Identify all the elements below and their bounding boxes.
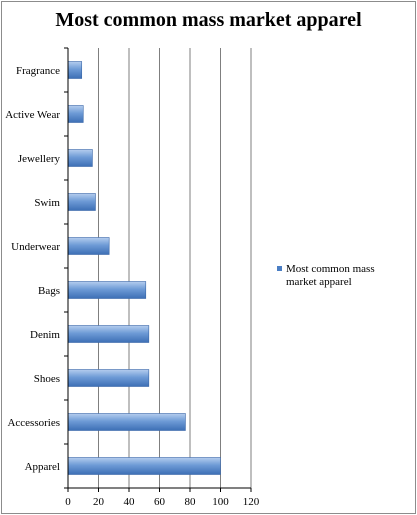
bar-accessories: [67, 413, 186, 431]
bars: [67, 61, 221, 475]
bar-denim: [67, 325, 150, 343]
bar-jewellery: [67, 149, 93, 167]
bar-swim: [67, 193, 96, 211]
bar-active-wear: [67, 105, 84, 123]
x-tick-label-0: 0: [65, 496, 71, 508]
legend-label: Most common mass market apparel: [286, 263, 375, 288]
x-tick-label-60: 60: [154, 496, 166, 508]
chart-title: Most common mass market apparel: [55, 9, 362, 31]
category-label-jewellery: Jewellery: [18, 153, 61, 165]
category-label-bags: Bags: [38, 285, 60, 297]
legend-swatch: [277, 266, 282, 271]
bar-apparel: [67, 457, 221, 475]
x-tick-label-120: 120: [243, 496, 260, 508]
x-tick-label-20: 20: [93, 496, 105, 508]
x-tick-label-100: 100: [212, 496, 229, 508]
x-tick-label-80: 80: [185, 496, 197, 508]
bar-underwear: [67, 237, 110, 255]
bar-bags: [67, 281, 147, 299]
bar-shoes: [67, 369, 150, 387]
category-label-accessories: Accessories: [7, 417, 60, 429]
axes: [64, 47, 252, 492]
category-label-denim: Denim: [30, 329, 60, 341]
legend: Most common mass market apparel: [277, 263, 407, 289]
bar-fragrance: [67, 61, 83, 79]
labels: 0 20 40 60 80 100 120 Apparel Accessories Shoes De…: [5, 65, 260, 508]
category-label-underwear: Underwear: [11, 241, 60, 253]
category-label-active-wear: Active Wear: [5, 109, 60, 121]
category-label-apparel: Apparel: [25, 461, 60, 473]
category-label-swim: Swim: [34, 197, 60, 209]
x-tick-label-40: 40: [124, 496, 136, 508]
category-label-shoes: Shoes: [34, 373, 60, 385]
category-label-fragrance: Fragrance: [16, 65, 60, 77]
